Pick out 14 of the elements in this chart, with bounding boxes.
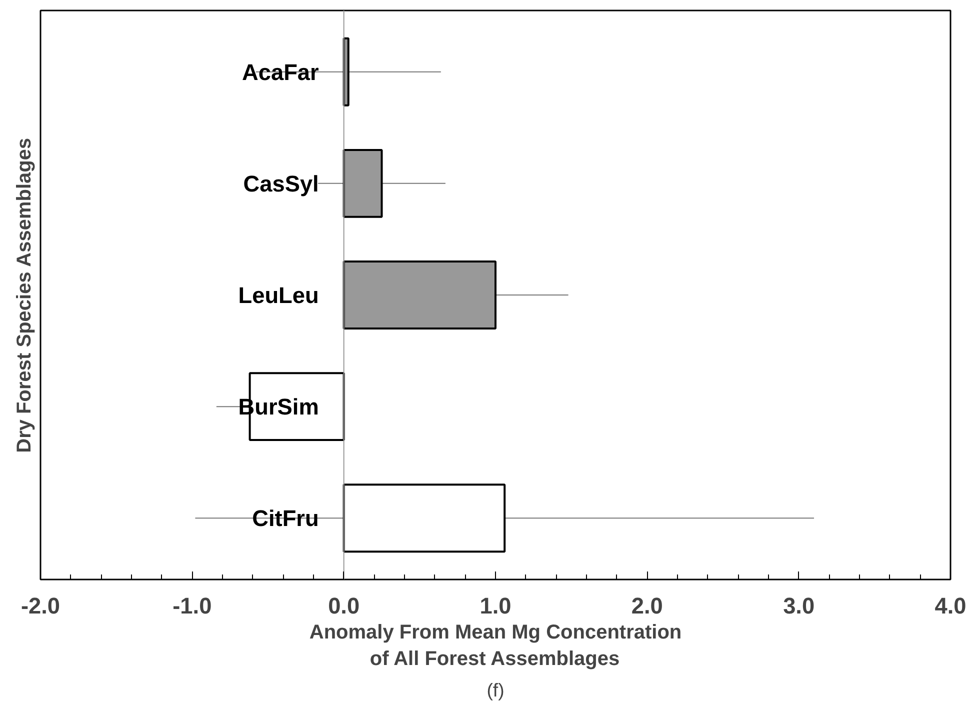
x-tick-label: 4.0 — [934, 592, 966, 618]
y-tick-label: CasSyl — [243, 170, 319, 196]
y-tick-label: CitFru — [252, 505, 319, 532]
y-tick-label: LeuLeu — [238, 282, 319, 308]
x-tick-label: 3.0 — [783, 592, 815, 618]
x-tick-label: -1.0 — [172, 592, 212, 618]
y-axis-title: Dry Forest Species Assemblages — [14, 138, 36, 453]
x-tick-label: -2.0 — [20, 592, 60, 618]
x-axis-title: Anomaly From Mean Mg Concentration of All Forest Assemblages — [309, 622, 682, 670]
text: (f) — [486, 680, 504, 700]
x-tick-label: 0.0 — [328, 592, 360, 618]
y-tick-label: AcaFar — [242, 58, 320, 85]
x-tick-label: 1.0 — [480, 592, 512, 618]
x-tick-label: 2.0 — [631, 592, 663, 618]
